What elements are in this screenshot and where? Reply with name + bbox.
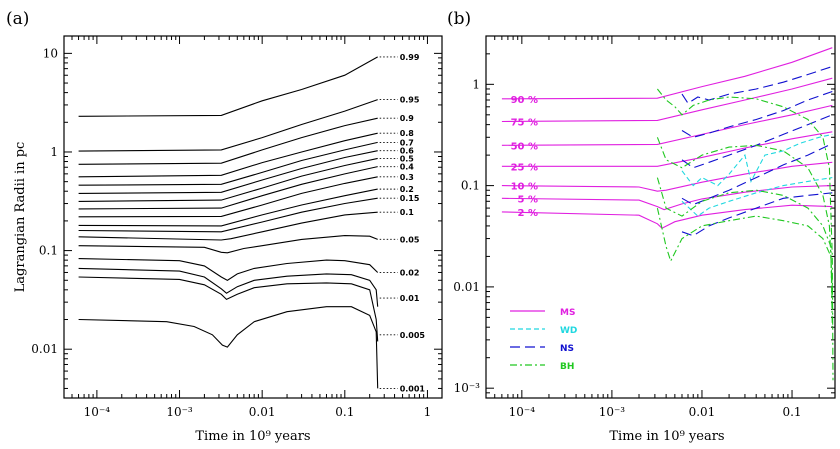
percent-label: 90 % bbox=[511, 95, 538, 106]
panel-a-x-tick-label: 0.1 bbox=[335, 405, 354, 419]
panel-b-ticks: 10⁻⁴ 10⁻³ 0.01 0.1 10⁻³ 0.01 0.1 1 bbox=[453, 35, 835, 419]
lagrangian-curve-0.15 bbox=[78, 197, 378, 233]
percent-label: 75 % bbox=[511, 117, 538, 128]
panel-b-x-tick-label: 0.1 bbox=[782, 405, 801, 419]
lagrangian-curve-0.001 bbox=[78, 306, 379, 389]
lagrangian-curve-0.01 bbox=[78, 267, 379, 307]
series-wd-curve bbox=[681, 177, 833, 217]
percent-label: 10 % bbox=[511, 182, 538, 193]
panel-b-x-axis-title: Time in 10⁹ years bbox=[609, 429, 724, 444]
series-ns-curve bbox=[681, 143, 833, 206]
panel-a-y-tick-label: 10 bbox=[43, 46, 58, 60]
panel-b-curves bbox=[501, 47, 834, 381]
legend-label-ns: NS bbox=[560, 344, 574, 354]
curve-label: 0.15 bbox=[400, 194, 420, 203]
series-ms-curve bbox=[501, 104, 833, 146]
series-ms-curve bbox=[501, 77, 833, 123]
panel-b-y-tick-label: 1 bbox=[472, 77, 480, 91]
curve-label: 0.5 bbox=[400, 154, 415, 163]
panel-b-label: (b) bbox=[447, 9, 471, 29]
series-ms-curve bbox=[501, 47, 833, 100]
legend-label-ms: MS bbox=[560, 308, 575, 318]
panel-a-y-tick-label: 1 bbox=[50, 145, 58, 159]
series-ns-curve bbox=[681, 192, 833, 237]
percent-label: 50 % bbox=[511, 141, 538, 152]
legend-label-bh: BH bbox=[560, 362, 574, 372]
panel-a-y-tick-label: 0.1 bbox=[39, 244, 58, 258]
panel-b: (b) 10⁻⁴ 10⁻³ 0.01 0.1 10⁻³ 0.01 0.1 1 90 % 75 %… bbox=[447, 9, 836, 444]
series-ns-curve bbox=[681, 114, 833, 169]
series-bh-curve bbox=[656, 88, 834, 381]
panel-a-x-tick-label: 1 bbox=[424, 405, 432, 419]
panel-a-x-tick-label: 10⁻³ bbox=[166, 405, 193, 419]
series-ms-curve bbox=[501, 131, 833, 167]
lagrangian-curve-0.05 bbox=[78, 235, 378, 254]
panel-b-x-tick-label: 0.01 bbox=[689, 405, 716, 419]
curve-label: 0.99 bbox=[400, 53, 420, 62]
panel-a-y-axis-title: Lagrangian Radii in pc bbox=[13, 142, 28, 293]
panel-a-ticks: 10⁻⁴ 10⁻³ 0.01 0.1 1 0.01 0.1 1 10 bbox=[31, 36, 442, 419]
panel-a-x-axis-title: Time in 10⁹ years bbox=[195, 429, 310, 444]
lagrangian-curve-0.9 bbox=[78, 117, 378, 165]
percent-label: 25 % bbox=[511, 162, 538, 173]
panel-b-x-tick-label: 10⁻⁴ bbox=[509, 405, 536, 419]
panel-b-y-tick-label: 0.01 bbox=[453, 280, 480, 294]
series-ns-curve bbox=[681, 65, 833, 105]
lagrangian-curve-0.3 bbox=[78, 176, 378, 218]
panel-b-x-tick-label: 10⁻³ bbox=[599, 405, 626, 419]
lagrangian-curve-0.5 bbox=[78, 157, 378, 202]
curve-label: 0.7 bbox=[400, 138, 414, 147]
percent-label: 5 % bbox=[518, 194, 538, 205]
curve-label: 0.9 bbox=[400, 114, 415, 123]
series-bh-curve bbox=[656, 137, 833, 287]
lagrangian-curve-0.02 bbox=[78, 258, 379, 281]
lagrangian-curve-0.95 bbox=[78, 99, 378, 152]
lagrangian-curve-0.4 bbox=[78, 166, 378, 210]
curve-label: 0.3 bbox=[400, 173, 414, 182]
curve-label: 0.8 bbox=[400, 129, 415, 138]
panel-b-y-tick-label: 10⁻³ bbox=[454, 381, 481, 395]
curve-label: 0.001 bbox=[400, 384, 426, 393]
curve-label: 0.2 bbox=[400, 185, 414, 194]
panel-b-y-tick-label: 0.1 bbox=[461, 179, 480, 193]
series-ns-curve bbox=[681, 90, 833, 138]
series-ms-curve bbox=[501, 185, 833, 211]
curve-label: 0.1 bbox=[400, 208, 415, 217]
lagrangian-curve-0.99 bbox=[78, 56, 378, 117]
lagrangian-curve-0.7 bbox=[78, 141, 378, 186]
panel-a-label: (a) bbox=[6, 9, 29, 29]
lagrangian-curve-0.1 bbox=[78, 211, 378, 241]
panel-a-y-tick-label: 0.01 bbox=[31, 342, 58, 356]
lagrangian-curve-0.8 bbox=[78, 132, 378, 178]
panel-a-curves bbox=[78, 56, 379, 389]
lagrangian-curve-0.6 bbox=[78, 150, 378, 194]
lagrangian-curve-0.005 bbox=[78, 276, 379, 342]
curve-label: 0.05 bbox=[400, 235, 420, 244]
curve-label: 0.005 bbox=[400, 331, 426, 340]
percent-label: 2 % bbox=[518, 208, 538, 219]
panel-a-x-tick-label: 0.01 bbox=[249, 405, 276, 419]
panel-a-x-tick-label: 10⁻⁴ bbox=[84, 405, 111, 419]
series-bh-curve bbox=[656, 207, 833, 310]
curve-label: 0.02 bbox=[400, 268, 420, 277]
panel-b-legend: MS WD NS BH bbox=[510, 308, 577, 372]
legend-label-wd: WD bbox=[560, 326, 577, 336]
curve-label: 0.01 bbox=[400, 294, 420, 303]
series-ms-curve bbox=[501, 161, 833, 192]
panel-a-curve-labels: 0.99 0.95 0.9 0.80.70.60.50.40.3 0.20.15 0.1 0… bbox=[379, 53, 426, 393]
series-bh-curve bbox=[656, 177, 833, 328]
series-ms-curve bbox=[501, 204, 833, 229]
panel-b-percent-labels: 90 % 75 % 50 % 25 % 10 %5 % 2 % bbox=[511, 95, 538, 219]
curve-label: 0.6 bbox=[400, 147, 415, 156]
curve-label: 0.4 bbox=[400, 163, 415, 172]
lagrangian-curve-0.2 bbox=[78, 188, 378, 227]
panel-a-frame bbox=[63, 35, 443, 399]
series-wd-curve bbox=[681, 133, 833, 187]
curve-label: 0.95 bbox=[400, 96, 420, 105]
panel-b-frame bbox=[485, 35, 836, 399]
